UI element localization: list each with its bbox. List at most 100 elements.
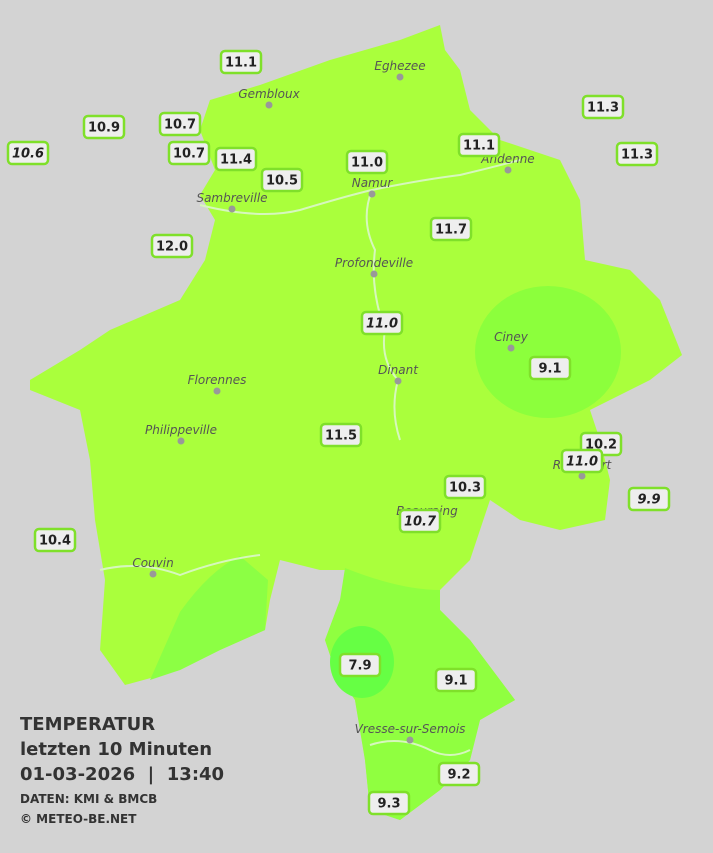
- station-value: 9.1: [444, 674, 467, 689]
- station-value: 10.6: [12, 147, 44, 162]
- station-box: [82, 114, 126, 140]
- station: 10.4: [33, 527, 77, 553]
- station-box: [360, 310, 404, 336]
- station-box: [367, 790, 411, 816]
- station-value: 11.3: [587, 101, 619, 116]
- station-box: [398, 508, 442, 534]
- station-value: 9.3: [377, 797, 400, 812]
- station: 10.7: [158, 111, 202, 137]
- station-box: [429, 216, 473, 242]
- legend: TEMPERATUR letzten 10 Minuten 01-03-2026…: [20, 714, 224, 826]
- station-value: 11.7: [435, 223, 467, 238]
- legend-copyright: © METEO-BE.NET: [20, 812, 137, 826]
- city-label: Profondeville: [335, 256, 413, 270]
- station-value: 10.4: [39, 534, 71, 549]
- station-box: [150, 233, 194, 259]
- city-dot: [177, 437, 185, 445]
- station-box: [528, 355, 572, 381]
- station: 11.3: [615, 141, 659, 167]
- station: 9.3: [367, 790, 411, 816]
- station-value: 9.2: [447, 768, 470, 783]
- station: 10.7: [398, 508, 442, 534]
- station: 11.4: [214, 146, 258, 172]
- station-box: [214, 146, 258, 172]
- city-label: Gembloux: [238, 87, 300, 101]
- station: 9.1: [434, 667, 478, 693]
- station: 11.1: [219, 49, 263, 75]
- station: 10.3: [443, 474, 487, 500]
- station: 9.9: [627, 486, 671, 512]
- city-dot: [370, 270, 378, 278]
- city-dot: [394, 377, 402, 385]
- station-box: [219, 49, 263, 75]
- station-value: 11.3: [621, 148, 653, 163]
- station: 11.0: [560, 448, 604, 474]
- station-box: [167, 140, 211, 166]
- legend-period: letzten 10 Minuten: [20, 739, 212, 760]
- city-dot: [228, 205, 236, 213]
- city-dot: [504, 166, 512, 174]
- station-value: 9.9: [637, 493, 660, 508]
- station-value: 12.0: [156, 240, 188, 255]
- city-dot: [396, 73, 404, 81]
- station-value: 9.1: [538, 362, 561, 377]
- station: 9.2: [437, 761, 481, 787]
- temp-zone: [475, 286, 621, 418]
- station-value: 11.0: [351, 156, 383, 171]
- city-label: Eghezee: [374, 59, 425, 73]
- city-label: Couvin: [132, 556, 173, 570]
- station-box: [6, 140, 50, 166]
- station: 11.0: [360, 310, 404, 336]
- station-box: [560, 448, 604, 474]
- station-box: [437, 761, 481, 787]
- station-box: [581, 94, 625, 120]
- station-value: 10.7: [404, 515, 437, 530]
- city-label: Namur: [352, 176, 394, 190]
- station-value: 11.1: [225, 56, 257, 71]
- legend-title: TEMPERATUR: [20, 714, 155, 735]
- legend-datetime: 01-03-2026 | 13:40: [20, 764, 224, 785]
- station: 10.7: [167, 140, 211, 166]
- station-value: 10.7: [164, 118, 196, 133]
- station-value: 10.7: [173, 147, 205, 162]
- station: 11.3: [581, 94, 625, 120]
- temp-zone: [150, 556, 268, 680]
- station-box: [434, 667, 478, 693]
- station-box: [33, 527, 77, 553]
- city-label: Ciney: [494, 330, 529, 344]
- station-box: [457, 132, 501, 158]
- station-box: [338, 652, 382, 678]
- station: 11.0: [345, 149, 389, 175]
- station: 12.0: [150, 233, 194, 259]
- city-label: Philippeville: [145, 423, 217, 437]
- city-dot: [368, 190, 376, 198]
- station-box: [627, 486, 671, 512]
- station: 10.5: [260, 167, 304, 193]
- station-value: 11.4: [220, 153, 252, 168]
- legend-source: DATEN: KMI & BMCB: [20, 792, 157, 806]
- station-value: 11.5: [325, 429, 357, 444]
- city-dot: [149, 570, 157, 578]
- city-label: Dinant: [378, 363, 419, 377]
- city-dot: [578, 472, 586, 480]
- station-box: [443, 474, 487, 500]
- station-box: [158, 111, 202, 137]
- city-dot: [265, 101, 273, 109]
- station: 11.1: [457, 132, 501, 158]
- station: 11.5: [319, 422, 363, 448]
- station: 10.6: [6, 140, 50, 166]
- station: 11.7: [429, 216, 473, 242]
- station-value: 10.3: [449, 481, 481, 496]
- station-value: 10.5: [266, 174, 298, 189]
- station: 9.1: [528, 355, 572, 381]
- station-value: 11.1: [463, 139, 495, 154]
- station-value: 11.0: [566, 455, 598, 470]
- station-box: [615, 141, 659, 167]
- city-dot: [213, 387, 221, 395]
- city-label: Vresse-sur-Semois: [355, 722, 466, 736]
- city-dot: [406, 736, 414, 744]
- station-box: [345, 149, 389, 175]
- station: 7.9: [338, 652, 382, 678]
- station-value: 7.9: [348, 659, 371, 674]
